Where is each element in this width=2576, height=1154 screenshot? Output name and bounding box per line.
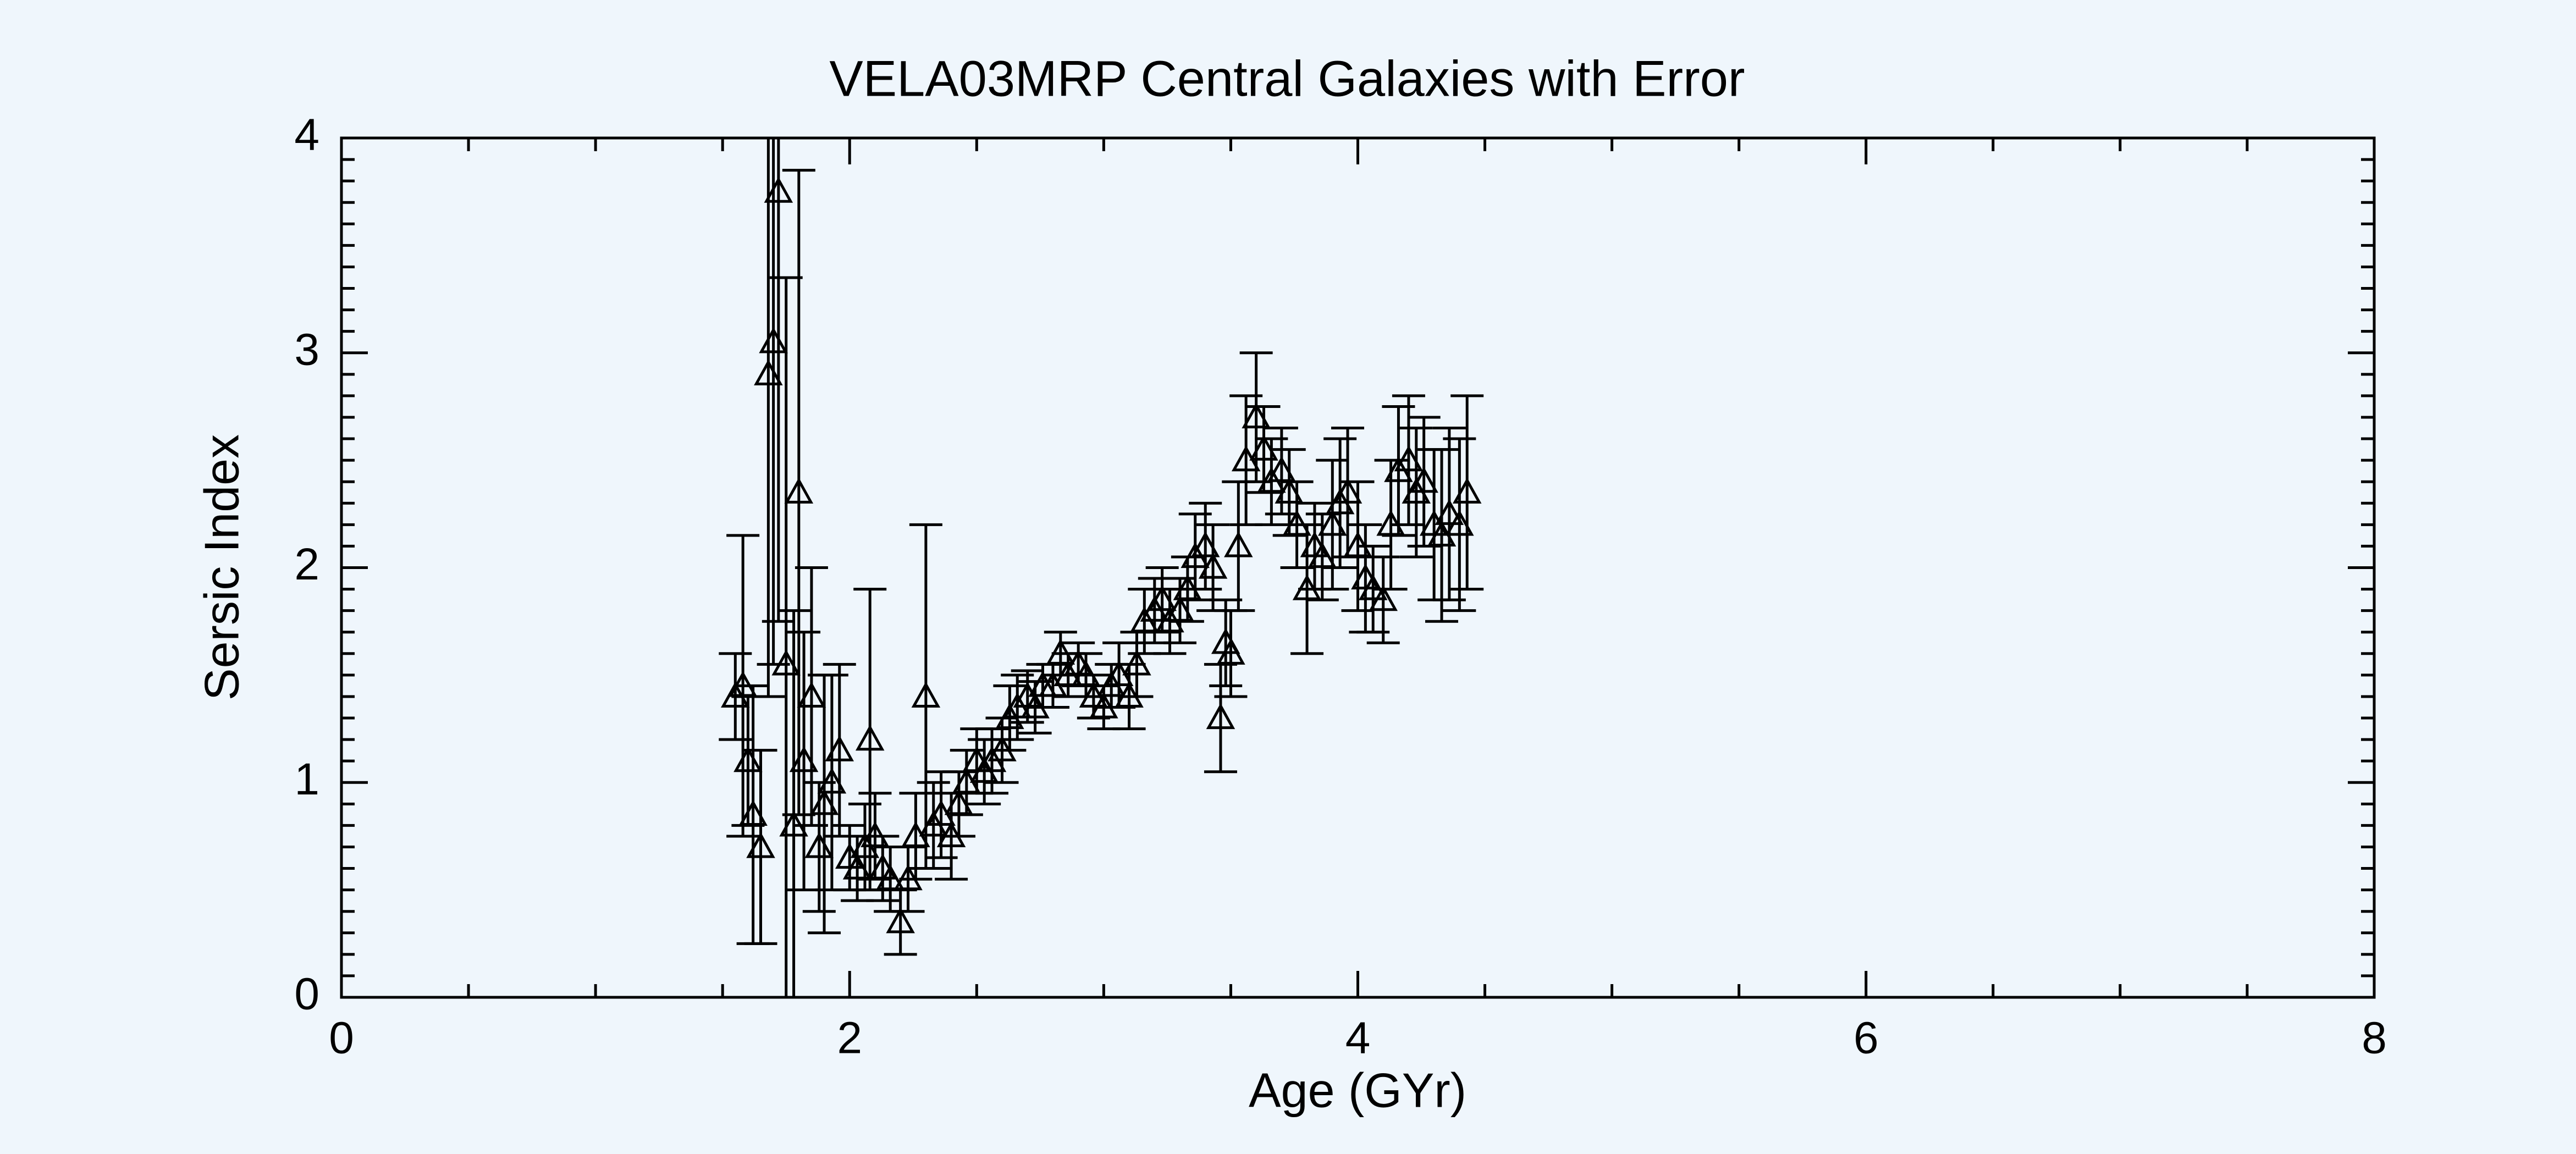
error-bar (1209, 598, 1243, 687)
point (1190, 531, 1220, 557)
point (1333, 477, 1363, 504)
x-tick-label: 8 (2362, 1013, 2387, 1063)
point (1216, 638, 1245, 665)
error-bar (1265, 427, 1298, 516)
point (817, 768, 847, 794)
x-axis-label: Age (GYr) (1249, 1063, 1466, 1117)
x-tick-label: 4 (1345, 1013, 1371, 1063)
point (797, 681, 826, 708)
point (1435, 499, 1464, 525)
point (1394, 445, 1424, 472)
point (789, 746, 819, 772)
point (1308, 542, 1337, 568)
point (1369, 584, 1398, 611)
error-bar (1443, 437, 1476, 612)
point (1275, 477, 1304, 504)
point (764, 176, 793, 203)
y-tick-label: 1 (294, 754, 319, 804)
point (1206, 703, 1235, 730)
error-bar (752, 138, 785, 698)
point (738, 799, 768, 826)
error-bar (1450, 394, 1484, 591)
error-bar (769, 276, 803, 997)
error-bar (757, 138, 790, 666)
y-tick-label: 4 (294, 110, 319, 160)
y-tick-label: 3 (294, 324, 319, 374)
error-bar (744, 749, 777, 945)
point (1122, 649, 1151, 676)
point (825, 735, 854, 761)
error-bar (1366, 555, 1400, 644)
point (911, 681, 941, 708)
point (809, 789, 839, 815)
point (886, 907, 915, 934)
point (1409, 467, 1438, 493)
error-bar (762, 138, 795, 623)
point (771, 649, 801, 676)
y-axis-label: Sersic Index (194, 434, 249, 700)
point (1452, 477, 1482, 504)
point (1445, 510, 1474, 536)
chart-title: VELA03MRP Central Galaxies with Error (829, 51, 1745, 107)
point (842, 853, 872, 880)
error-bar (1189, 501, 1222, 591)
point (1198, 553, 1228, 579)
error-bar (1425, 448, 1458, 623)
point (855, 724, 885, 751)
error-bar (1011, 669, 1044, 724)
error-bar (777, 609, 810, 997)
point (1249, 434, 1278, 461)
point (1242, 402, 1271, 429)
x-tick-label: 2 (837, 1013, 862, 1063)
y-tick-label: 2 (294, 539, 319, 589)
point (784, 477, 814, 504)
point (1318, 510, 1347, 536)
point (1148, 584, 1177, 611)
point (746, 832, 775, 858)
x-tick-label: 0 (329, 1013, 354, 1063)
plot-area (719, 138, 1484, 997)
error-bar (787, 631, 821, 892)
x-tick-label: 6 (1854, 1013, 1879, 1063)
point (1224, 531, 1253, 557)
y-tick-label: 0 (294, 969, 319, 1019)
